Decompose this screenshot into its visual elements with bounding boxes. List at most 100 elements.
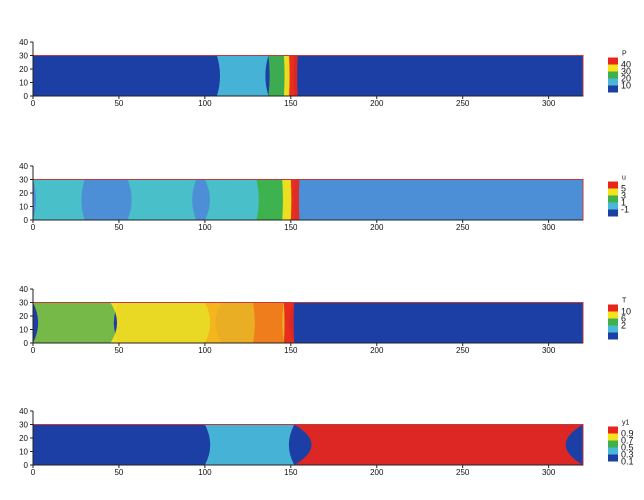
legend-swatch bbox=[608, 78, 618, 86]
y-tick-label: 10 bbox=[19, 448, 28, 457]
legend-label: 2 bbox=[621, 321, 626, 331]
field-features bbox=[33, 302, 295, 343]
legend-label: 0.5 bbox=[621, 443, 634, 453]
x-tick-label: 300 bbox=[542, 223, 556, 232]
field-features bbox=[216, 55, 298, 96]
x-tick-label: 50 bbox=[114, 346, 123, 355]
legend-title: u bbox=[622, 175, 626, 182]
legend-swatch bbox=[608, 71, 618, 79]
legend-swatch bbox=[608, 325, 618, 333]
x-tick-label: 100 bbox=[198, 99, 212, 108]
legend-swatch bbox=[608, 209, 618, 217]
legend-swatch bbox=[608, 64, 618, 72]
y-tick-label: 30 bbox=[19, 421, 28, 430]
x-tick-label: 250 bbox=[456, 99, 470, 108]
x-tick-label: 250 bbox=[456, 346, 470, 355]
legend-label: 0.7 bbox=[621, 436, 634, 446]
y-tick-label: 20 bbox=[19, 189, 28, 198]
legend-label: 1 bbox=[621, 198, 626, 208]
legend-title: y1 bbox=[622, 420, 630, 427]
x-tick-label: 0 bbox=[31, 99, 36, 108]
contour-region-0 bbox=[33, 302, 119, 343]
legend-title: T bbox=[622, 298, 627, 305]
y-tick-label: 40 bbox=[19, 407, 28, 416]
y-tick-label: 0 bbox=[24, 339, 29, 348]
legend-label: 3 bbox=[621, 191, 626, 201]
legend-u: u 531-1 bbox=[608, 175, 629, 217]
legend-label: 0.1 bbox=[621, 457, 634, 467]
legend-label: 5 bbox=[621, 184, 626, 194]
x-tick-label: 150 bbox=[284, 468, 298, 477]
y-tick-label: 20 bbox=[19, 312, 28, 321]
x-tick-label: 150 bbox=[284, 99, 298, 108]
x-tick-label: 200 bbox=[370, 346, 384, 355]
legend-swatch bbox=[608, 332, 618, 340]
contour-region-1 bbox=[110, 302, 223, 343]
legend-label: 10 bbox=[621, 81, 631, 91]
y-tick-label: 0 bbox=[24, 216, 29, 225]
y-tick-label: 0 bbox=[24, 92, 29, 101]
y-tick-label: 0 bbox=[24, 461, 29, 470]
legend-swatch bbox=[608, 447, 618, 455]
legend-swatch bbox=[608, 85, 618, 93]
x-tick-label: 50 bbox=[114, 468, 123, 477]
legend-label: 40 bbox=[621, 60, 631, 70]
x-tick-label: 150 bbox=[284, 346, 298, 355]
field-features bbox=[33, 179, 300, 220]
contour-region-0 bbox=[33, 179, 85, 220]
legend-swatch bbox=[608, 433, 618, 441]
x-tick-label: 50 bbox=[114, 99, 123, 108]
contour-region-0 bbox=[204, 424, 295, 465]
y-tick-label: 30 bbox=[19, 52, 28, 61]
legend-label: 0.9 bbox=[621, 429, 634, 439]
x-tick-label: 300 bbox=[542, 468, 556, 477]
y-tick-label: 10 bbox=[19, 326, 28, 335]
legend-title: P bbox=[622, 51, 627, 58]
legend-label: 20 bbox=[621, 74, 631, 84]
legend-y1: y1 0.90.70.50.30.1 bbox=[608, 420, 634, 467]
x-tick-label: 0 bbox=[31, 346, 36, 355]
legend-swatch bbox=[608, 318, 618, 326]
y-tick-label: 30 bbox=[19, 299, 28, 308]
x-tick-label: 0 bbox=[31, 468, 36, 477]
x-tick-label: 100 bbox=[198, 223, 212, 232]
y-tick-label: 20 bbox=[19, 434, 28, 443]
legend-swatch bbox=[608, 304, 618, 312]
y-tick-label: 10 bbox=[19, 203, 28, 212]
panel-u: 0 10 20 30 40 0 50 100 150 200 250 300 u 531-1 bbox=[19, 162, 629, 232]
y-tick-label: 20 bbox=[19, 65, 28, 74]
x-tick-label: 0 bbox=[31, 223, 36, 232]
legend-label: 30 bbox=[621, 67, 631, 77]
x-tick-label: 200 bbox=[370, 99, 384, 108]
legend-label: -1 bbox=[621, 205, 629, 215]
contour-region-1 bbox=[268, 55, 288, 96]
legend-swatch bbox=[608, 202, 618, 210]
x-tick-label: 100 bbox=[198, 468, 212, 477]
y-tick-label: 40 bbox=[19, 285, 28, 294]
legend-swatch bbox=[608, 440, 618, 448]
legend-swatch bbox=[608, 311, 618, 319]
legend-swatch bbox=[608, 426, 618, 434]
contour-region-1 bbox=[294, 424, 583, 465]
field-features bbox=[204, 424, 583, 465]
legend-swatch bbox=[608, 454, 618, 462]
legend-swatch bbox=[608, 195, 618, 203]
field-background bbox=[33, 55, 583, 96]
y-tick-label: 40 bbox=[19, 38, 28, 47]
x-tick-label: 100 bbox=[198, 346, 212, 355]
contour-region-5 bbox=[290, 179, 300, 220]
contour-region-0 bbox=[216, 55, 269, 96]
contour-region-3 bbox=[289, 55, 298, 96]
legend-label: 0.3 bbox=[621, 450, 634, 460]
x-tick-label: 300 bbox=[542, 99, 556, 108]
x-tick-label: 300 bbox=[542, 346, 556, 355]
contour-region-4 bbox=[283, 302, 295, 343]
x-tick-label: 150 bbox=[284, 223, 298, 232]
contour-region-3 bbox=[253, 302, 284, 343]
x-tick-label: 250 bbox=[456, 223, 470, 232]
